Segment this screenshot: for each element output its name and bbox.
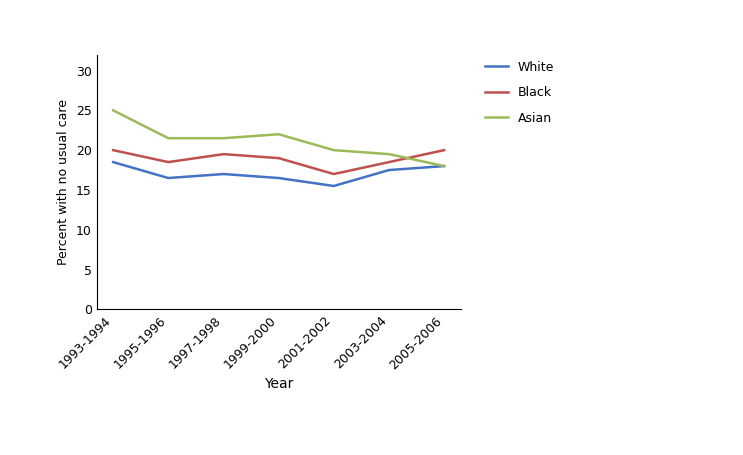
Black [164, 159, 173, 165]
Asian [274, 131, 283, 137]
Asian [219, 136, 228, 141]
Asian [108, 107, 117, 113]
X-axis label: Year: Year [264, 377, 293, 391]
Legend: White, Black, Asian: White, Black, Asian [485, 61, 554, 125]
Y-axis label: Percent with no usual care: Percent with no usual care [57, 99, 71, 265]
Line: White: White [113, 162, 444, 186]
Asian [440, 163, 449, 169]
Asian [329, 147, 338, 153]
Black [108, 147, 117, 153]
White [164, 175, 173, 181]
Black [274, 155, 283, 161]
Black [219, 152, 228, 157]
White [440, 163, 449, 169]
Line: Black: Black [113, 150, 444, 174]
White [384, 167, 393, 173]
White [219, 172, 228, 177]
Black [384, 159, 393, 165]
White [108, 159, 117, 165]
Black [440, 147, 449, 153]
Line: Asian: Asian [113, 110, 444, 166]
White [329, 183, 338, 189]
Asian [164, 136, 173, 141]
Black [329, 172, 338, 177]
White [274, 175, 283, 181]
Asian [384, 152, 393, 157]
